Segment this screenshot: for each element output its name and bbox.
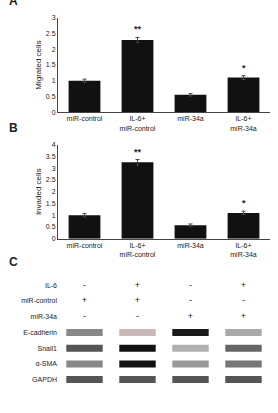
- svg-text:miR-34a: miR-34a: [177, 242, 204, 249]
- svg-text:0.5: 0.5: [46, 93, 56, 100]
- svg-text:+: +: [135, 295, 140, 305]
- svg-text:3: 3: [52, 14, 56, 21]
- svg-text:α-SMA: α-SMA: [35, 360, 57, 367]
- svg-text:GAPDH: GAPDH: [32, 376, 57, 383]
- svg-text:+: +: [241, 280, 246, 290]
- svg-text:IL-6+miR-34a: IL-6+miR-34a: [230, 115, 257, 131]
- svg-text:E-cadherin: E-cadherin: [23, 329, 57, 336]
- svg-text:Snail1: Snail1: [38, 345, 58, 352]
- svg-text:0: 0: [52, 109, 56, 116]
- svg-text:*: *: [242, 198, 246, 208]
- svg-text:-: -: [242, 295, 245, 305]
- svg-text:-: -: [83, 311, 86, 321]
- svg-text:miR-control: miR-control: [21, 297, 57, 304]
- svg-text:Invaded cells: Invaded cells: [34, 168, 43, 215]
- svg-text:IL-6+miR-control: IL-6+miR-control: [120, 242, 156, 258]
- svg-text:1.5: 1.5: [46, 200, 56, 207]
- svg-text:1: 1: [52, 77, 56, 84]
- svg-text:**: **: [134, 24, 142, 34]
- svg-text:miR-34a: miR-34a: [177, 115, 204, 122]
- svg-text:0: 0: [52, 235, 56, 242]
- svg-text:-: -: [136, 311, 139, 321]
- svg-text:+: +: [135, 280, 140, 290]
- svg-text:1: 1: [52, 212, 56, 219]
- svg-text:miR-control: miR-control: [67, 115, 103, 122]
- svg-text:IL-6: IL-6: [45, 282, 57, 289]
- svg-text:3: 3: [52, 165, 56, 172]
- svg-text:B: B: [9, 121, 18, 135]
- svg-text:-: -: [83, 280, 86, 290]
- svg-text:3.5: 3.5: [46, 153, 56, 160]
- svg-text:IL-6+miR-34a: IL-6+miR-34a: [230, 242, 257, 258]
- svg-text:0.5: 0.5: [46, 223, 56, 230]
- svg-text:**: **: [134, 147, 142, 157]
- svg-text:2.5: 2.5: [46, 30, 56, 37]
- svg-text:4: 4: [52, 141, 56, 148]
- svg-text:miR-34a: miR-34a: [31, 313, 58, 320]
- svg-text:*: *: [242, 63, 246, 73]
- svg-text:IL-6+miR-control: IL-6+miR-control: [120, 115, 156, 131]
- svg-text:-: -: [189, 295, 192, 305]
- svg-text:-: -: [189, 280, 192, 290]
- svg-text:1.5: 1.5: [46, 61, 56, 68]
- svg-text:miR-control: miR-control: [67, 242, 103, 249]
- svg-text:+: +: [82, 295, 87, 305]
- svg-text:C: C: [9, 255, 18, 269]
- svg-text:2.5: 2.5: [46, 176, 56, 183]
- svg-text:A: A: [9, 0, 18, 8]
- svg-text:2: 2: [52, 46, 56, 53]
- svg-text:Migrated cells: Migrated cells: [34, 40, 43, 89]
- svg-text:2: 2: [52, 188, 56, 195]
- svg-text:+: +: [188, 311, 193, 321]
- svg-text:+: +: [241, 311, 246, 321]
